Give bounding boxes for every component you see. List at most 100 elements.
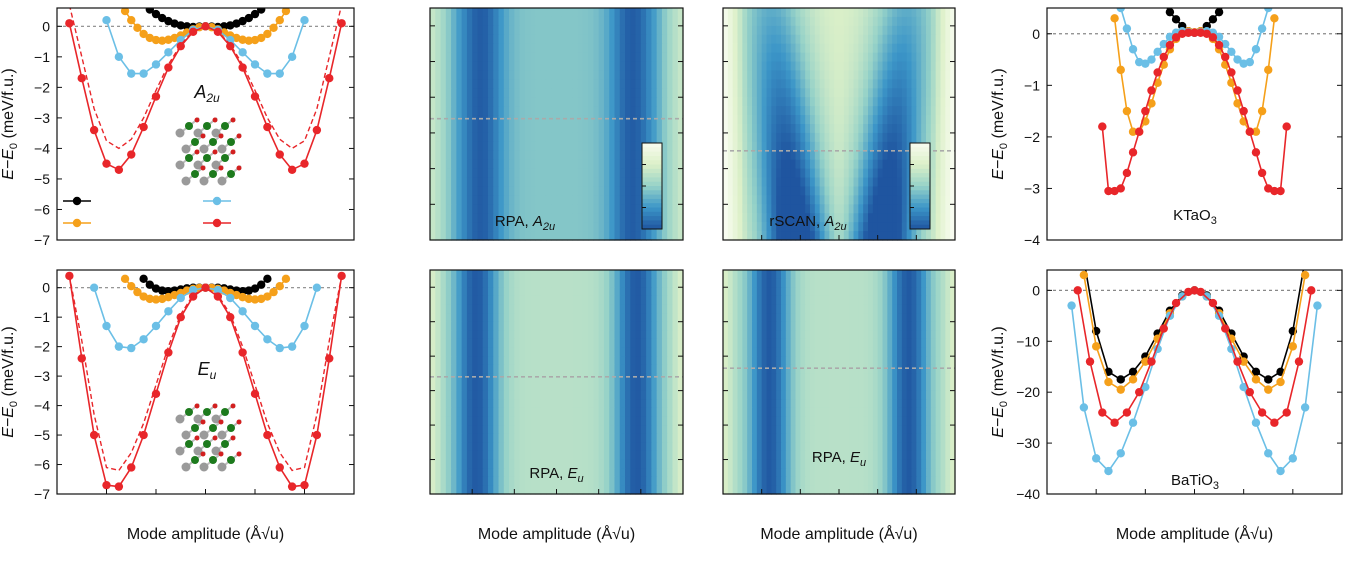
heatmap-cell <box>795 213 801 223</box>
heatmap-cell <box>451 399 457 409</box>
heatmap-cell <box>430 485 436 495</box>
heatmap-cell <box>619 338 626 349</box>
heatmap-cell <box>863 338 869 349</box>
heatmap-cell <box>519 231 526 241</box>
heatmap-cell <box>456 425 463 435</box>
heatmap-cell <box>945 304 951 314</box>
heatmap-cell <box>598 442 605 452</box>
heatmap-cell <box>435 338 442 349</box>
heatmap-cell <box>519 278 526 288</box>
heatmap-cell <box>766 213 772 223</box>
heatmap-cell <box>800 88 806 98</box>
heatmap-cell <box>814 338 821 349</box>
heatmap-cell <box>858 195 864 205</box>
heatmap-cell <box>482 106 489 116</box>
colorbar-swatch <box>642 177 662 183</box>
heatmap-cell <box>858 213 864 223</box>
heatmap-cell <box>877 177 884 188</box>
heatmap-cell <box>667 195 674 205</box>
heatmap-cell <box>614 52 621 63</box>
heatmap-cell <box>603 16 610 27</box>
heatmap-cell <box>635 356 642 366</box>
heatmap-cell <box>477 450 484 461</box>
heatmap-cell <box>514 8 521 18</box>
heatmap-cell <box>625 132 631 143</box>
heatmap-cell <box>940 132 946 143</box>
atom <box>193 128 203 138</box>
heatmap-cell <box>667 132 674 143</box>
heatmap-cell <box>466 313 473 323</box>
heatmap-cell <box>556 141 563 152</box>
heatmap-cell <box>567 356 573 366</box>
heatmap-cell <box>535 304 542 314</box>
heatmap-cell <box>747 61 753 72</box>
heatmap-cell <box>577 25 584 36</box>
heatmap-cell <box>863 141 869 152</box>
heatmap-cell <box>829 34 835 45</box>
heatmap-cell <box>456 222 463 232</box>
heatmap-cell <box>723 43 729 54</box>
heatmap-cell <box>921 313 927 323</box>
heatmap-cell <box>635 485 642 495</box>
heatmap-cell <box>677 150 684 161</box>
heatmap-cell <box>901 16 908 27</box>
heatmap-cell <box>819 186 826 196</box>
heatmap-cell <box>672 141 679 152</box>
heatmap-cell <box>906 124 913 134</box>
heatmap-cell <box>493 338 500 349</box>
heatmap-cell <box>667 88 674 98</box>
heatmap-cell <box>814 97 821 107</box>
heatmap-cell <box>790 25 797 36</box>
heatmap-cell <box>593 321 600 331</box>
heatmap-cell <box>892 150 898 161</box>
heatmap-cell <box>887 141 893 152</box>
heatmap-cell <box>863 186 869 196</box>
heatmap-cell <box>800 330 806 340</box>
heatmap-cell <box>926 16 932 27</box>
heatmap-cell <box>635 115 642 125</box>
heatmap-cell <box>766 115 772 125</box>
heatmap-cell <box>461 159 468 170</box>
heatmap-cell <box>868 106 874 116</box>
heatmap-cell <box>819 195 826 205</box>
heatmap-cell <box>727 295 734 306</box>
heatmap-cell <box>843 159 850 170</box>
heatmap-cell <box>514 231 521 241</box>
heatmap-cell <box>819 106 826 116</box>
heatmap-cell <box>535 159 542 170</box>
heatmap-cell <box>646 459 652 469</box>
heatmap-cell <box>556 231 563 241</box>
heatmap-cell <box>514 115 521 125</box>
heatmap-cell <box>795 34 801 45</box>
heatmap-cell <box>430 347 436 357</box>
heatmap-cell <box>897 52 903 63</box>
heatmap-cell <box>646 390 652 400</box>
heatmap-cell <box>625 459 631 469</box>
colorbar-swatch <box>910 160 930 165</box>
heatmap-cell <box>776 159 782 170</box>
heatmap-cell <box>540 25 547 36</box>
heatmap-cell <box>819 34 826 45</box>
heatmap-cell <box>921 70 927 80</box>
heatmap-cell <box>577 485 584 495</box>
heatmap-cell <box>435 222 442 232</box>
heatmap-cell <box>603 88 610 98</box>
heatmap-cell <box>430 442 436 452</box>
heatmap-cell <box>514 321 521 331</box>
heatmap-cell <box>598 321 605 331</box>
heatmap-cell <box>795 330 801 340</box>
heatmap-cell <box>461 168 468 179</box>
heatmap-cell <box>630 132 637 143</box>
colorbar-swatch <box>642 194 662 200</box>
heatmap-cell <box>556 16 563 27</box>
heatmap-cell <box>472 364 479 374</box>
heatmap-cell <box>535 442 542 452</box>
heatmap-cell <box>810 313 816 323</box>
y-tick-label: −30 <box>1016 435 1040 451</box>
data-point <box>281 8 291 16</box>
heatmap-cell <box>747 34 753 45</box>
heatmap-cell <box>556 270 563 280</box>
heatmap-cell <box>776 186 782 196</box>
heatmap-cell <box>940 321 946 331</box>
data-point <box>238 307 247 316</box>
